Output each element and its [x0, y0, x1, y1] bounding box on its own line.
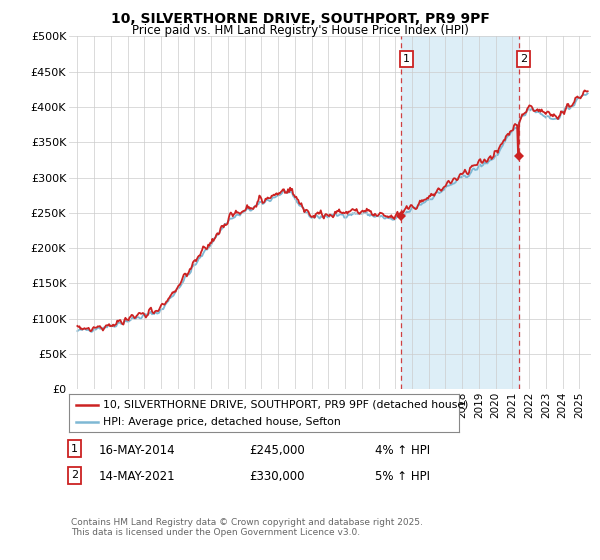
Text: £245,000: £245,000 [249, 444, 305, 456]
Text: 1: 1 [71, 444, 78, 454]
Text: 2: 2 [71, 470, 78, 480]
Text: Contains HM Land Registry data © Crown copyright and database right 2025.
This d: Contains HM Land Registry data © Crown c… [71, 518, 422, 538]
Text: Price paid vs. HM Land Registry's House Price Index (HPI): Price paid vs. HM Land Registry's House … [131, 24, 469, 36]
Text: 16-MAY-2014: 16-MAY-2014 [99, 444, 176, 456]
Text: 1: 1 [403, 54, 410, 64]
Text: 14-MAY-2021: 14-MAY-2021 [99, 470, 176, 483]
Text: 10, SILVERTHORNE DRIVE, SOUTHPORT, PR9 9PF: 10, SILVERTHORNE DRIVE, SOUTHPORT, PR9 9… [110, 12, 490, 26]
Text: 5% ↑ HPI: 5% ↑ HPI [375, 470, 430, 483]
Bar [401, 36, 518, 389]
Text: 2: 2 [520, 54, 527, 64]
Text: £330,000: £330,000 [249, 470, 305, 483]
Text: 10, SILVERTHORNE DRIVE, SOUTHPORT, PR9 9PF (detached house): 10, SILVERTHORNE DRIVE, SOUTHPORT, PR9 9… [103, 399, 469, 409]
Text: HPI: Average price, detached house, Sefton: HPI: Average price, detached house, Seft… [103, 417, 341, 427]
Text: 4% ↑ HPI: 4% ↑ HPI [375, 444, 430, 456]
